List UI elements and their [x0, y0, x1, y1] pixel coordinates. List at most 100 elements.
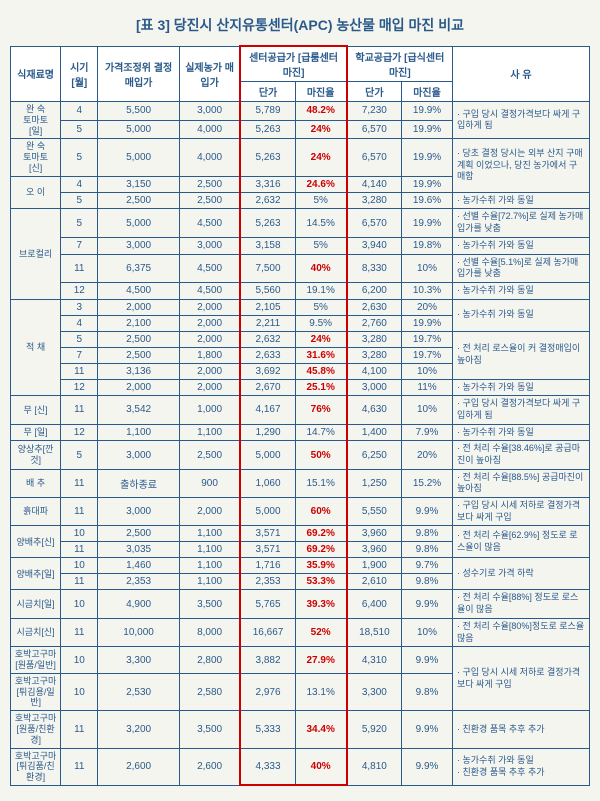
cell: 900 [179, 469, 240, 497]
cell-center-price: 5,333 [240, 711, 295, 748]
cell: 15.2% [402, 469, 453, 497]
cell: 3,300 [98, 647, 179, 674]
table-row: 52,5002,5002,6325%3,28019.6%· 농가수취 가와 동일 [11, 192, 590, 209]
cell: 11 [61, 748, 98, 785]
cell-center-price: 2,633 [240, 347, 295, 363]
th-grpA-a: 단가 [240, 82, 295, 102]
cell-center-price: 4,333 [240, 748, 295, 785]
cell: 4,500 [179, 282, 240, 299]
cell-note: · 전 처리 수율[38.46%]로 공급마진이 높아짐 [453, 441, 590, 469]
cell: 12 [61, 282, 98, 299]
cell: 9.9% [402, 498, 453, 526]
cell: 4,100 [347, 363, 402, 379]
cell-name: 호박고구마[원품/친환경] [11, 711, 61, 748]
cell-center-price: 1,290 [240, 424, 295, 441]
cell-center-margin: 24.6% [295, 176, 347, 192]
cell-center-margin: 69.2% [295, 526, 347, 542]
cell: 1,250 [347, 469, 402, 497]
table-row: 양상추[깐것]53,0002,5005,00050%6,25020%· 전 처리… [11, 441, 590, 469]
cell: 19.8% [402, 237, 453, 254]
cell-center-margin: 27.9% [295, 647, 347, 674]
table-row: 124,5004,5005,56019.1%6,20010.3%· 농가수취 가… [11, 282, 590, 299]
cell: 4 [61, 315, 98, 331]
cell: 2,760 [347, 315, 402, 331]
cell: 3,150 [98, 176, 179, 192]
cell: 5 [61, 120, 98, 139]
table-row: 호박고구마[원품/친환경]113,2003,5005,33334.4%5,920… [11, 711, 590, 748]
cell-center-price: 2,211 [240, 315, 295, 331]
cell: 10% [402, 618, 453, 646]
table-row: 배 추11출하종료9001,06015.1%1,25015.2%· 전 처리 수… [11, 469, 590, 497]
cell-note: · 농가수취 가와 동일 [453, 192, 590, 209]
cell: 1,100 [179, 542, 240, 558]
cell: 5 [61, 139, 98, 176]
cell: 11 [61, 618, 98, 646]
table-row: 116,3754,5007,50040%8,33010%· 선별 수율[5.1%… [11, 254, 590, 282]
cell-name: 양배추[일] [11, 558, 61, 590]
cell-center-margin: 14.7% [295, 424, 347, 441]
cell: 18,510 [347, 618, 402, 646]
cell: 11 [61, 711, 98, 748]
cell: 6,570 [347, 120, 402, 139]
th-grpB: 학교공급가 [급식센터 마진] [347, 46, 453, 82]
cell: 6,570 [347, 209, 402, 237]
cell-name: 적 채 [11, 299, 61, 396]
cell-name: 양상추[깐것] [11, 441, 61, 469]
cell-note: · 구입 당시 결정가격보다 싸게 구입하게 됨 [453, 102, 590, 139]
cell: 3,136 [98, 363, 179, 379]
table-row: 122,0002,0002,67025.1%3,00011%· 농가수취 가와 … [11, 379, 590, 396]
table-row: 브로컬리55,0004,5005,26314.5%6,57019.9%· 선별 … [11, 209, 590, 237]
cell-center-margin: 14.5% [295, 209, 347, 237]
cell: 1,100 [179, 424, 240, 441]
cell-name: 완 숙토마토[일] [11, 102, 61, 139]
cell: 19.9% [402, 176, 453, 192]
cell: 2,353 [98, 574, 179, 590]
cell: 2,000 [179, 498, 240, 526]
cell: 3 [61, 299, 98, 315]
cell: 10 [61, 590, 98, 618]
cell: 6,375 [98, 254, 179, 282]
cell-note: · 선별 수율[5.1%]로 실제 농가매입가를 낮춤 [453, 254, 590, 282]
th-grpB-b: 마진율 [402, 82, 453, 102]
table-row: 완 숙토마토[일]45,5003,0005,78948.2%7,23019.9%… [11, 102, 590, 121]
cell: 3,280 [347, 192, 402, 209]
cell: 7 [61, 347, 98, 363]
cell: 5,920 [347, 711, 402, 748]
cell: 5 [61, 331, 98, 347]
table-row: 무 [일]121,1001,1001,29014.7%1,4007.9%· 농가… [11, 424, 590, 441]
cell: 8,000 [179, 618, 240, 646]
cell: 1,900 [347, 558, 402, 574]
cell-center-price: 5,560 [240, 282, 295, 299]
cell: 9.7% [402, 558, 453, 574]
th-c2: 실제농가 매입가 [179, 46, 240, 102]
cell-note: · 전 처리 수율[88%] 정도로 로스율이 많음 [453, 590, 590, 618]
cell: 10 [61, 647, 98, 674]
cell-center-price: 1,716 [240, 558, 295, 574]
cell: 4,630 [347, 396, 402, 424]
cell: 5,000 [98, 209, 179, 237]
cell: 5,000 [98, 139, 179, 176]
cell-note: · 전 처리 수율[88.5%] 공급마진이 높아짐 [453, 469, 590, 497]
cell: 4,000 [179, 120, 240, 139]
cell: 3,000 [98, 237, 179, 254]
cell-center-price: 5,263 [240, 209, 295, 237]
cell: 19.9% [402, 102, 453, 121]
cell-center-margin: 25.1% [295, 379, 347, 396]
cell: 2,500 [98, 347, 179, 363]
cell: 3,280 [347, 347, 402, 363]
cell-center-price: 3,158 [240, 237, 295, 254]
table-row: 적 채32,0002,0002,1055%2,63020%· 농가수취 가와 동… [11, 299, 590, 315]
cell: 19.9% [402, 209, 453, 237]
cell: 9.9% [402, 590, 453, 618]
cell-center-margin: 48.2% [295, 102, 347, 121]
cell: 4,310 [347, 647, 402, 674]
cell-center-price: 3,571 [240, 542, 295, 558]
cell-center-margin: 13.1% [295, 673, 347, 710]
cell: 2,500 [179, 176, 240, 192]
cell-center-margin: 5% [295, 237, 347, 254]
cell-center-price: 4,167 [240, 396, 295, 424]
cell: 1,400 [347, 424, 402, 441]
cell-center-price: 5,789 [240, 102, 295, 121]
cell: 4,140 [347, 176, 402, 192]
cell-center-margin: 5% [295, 299, 347, 315]
